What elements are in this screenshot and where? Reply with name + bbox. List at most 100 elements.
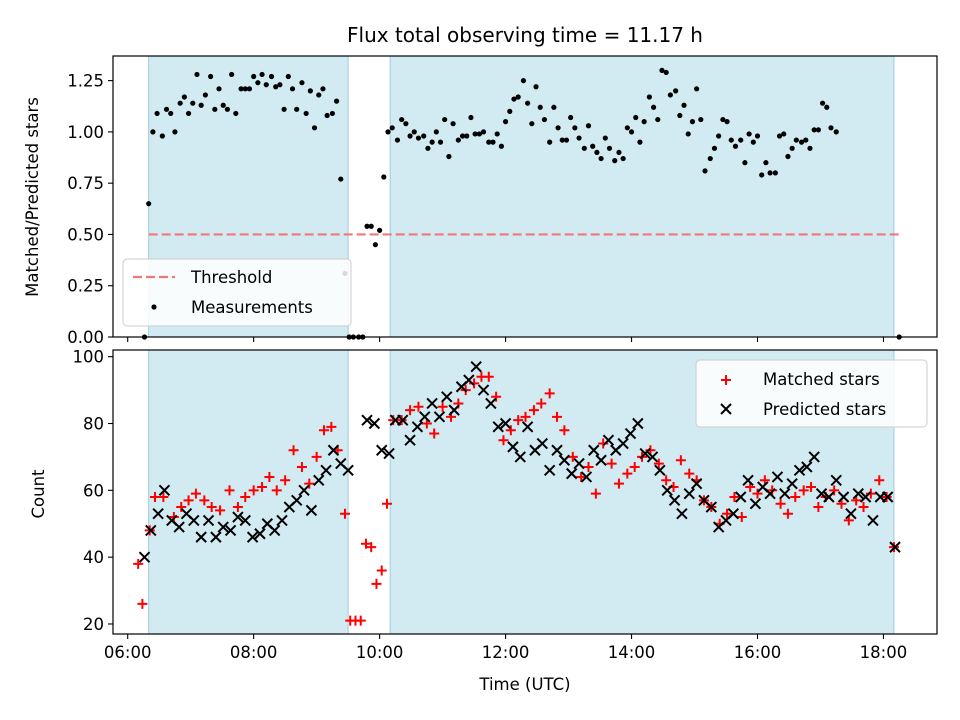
matched-stars-point-0 (133, 558, 144, 569)
predicted-stars-point-56 (558, 454, 571, 466)
matched-stars-point-30 (355, 615, 366, 626)
matched-stars-point-6 (176, 502, 187, 513)
measurements-point-12 (194, 71, 200, 78)
predicted-stars-point-16 (254, 528, 266, 540)
matched-stars-point-97 (858, 502, 869, 513)
predicted-stars-point-100 (881, 491, 894, 503)
matched-stars-point-89 (798, 485, 809, 496)
matched-stars-point-90 (806, 481, 817, 492)
measurements-point-69 (442, 116, 448, 123)
measurements-point-86 (515, 94, 521, 100)
measurements-point-55 (381, 174, 387, 180)
matched-stars-point-23 (311, 451, 322, 462)
measurements-point-105 (598, 155, 604, 162)
measurements-point-65 (425, 145, 431, 151)
measurements-point-51 (364, 223, 370, 229)
measurements-point-74 (464, 133, 470, 139)
predicted-stars-point-23 (305, 504, 318, 517)
measurements-point-18 (220, 102, 226, 108)
predicted-stars-point-1 (145, 524, 157, 537)
predicted-stars-point-94 (837, 491, 850, 503)
measurements-point-35 (294, 106, 300, 112)
matched-stars-point-15 (248, 485, 259, 496)
measurements-point-137 (738, 137, 744, 143)
predicted-stars-point-25 (320, 464, 332, 476)
matched-stars-point-91 (813, 502, 824, 513)
matched-stars-point-60 (576, 471, 587, 482)
measurements-point-128 (698, 116, 704, 123)
measurements-point-1 (146, 201, 152, 207)
measurements-point-99 (572, 125, 578, 131)
measurements-point-63 (415, 135, 422, 141)
measurements-point-113 (633, 114, 639, 121)
predicted-stars-point-60 (588, 444, 600, 456)
predicted-stars-point-10 (210, 531, 222, 543)
predicted-stars-point-26 (327, 444, 340, 456)
measurements-point-9 (181, 94, 187, 100)
matched-stars-point-1 (137, 598, 148, 609)
matched-stars-point-18 (271, 485, 282, 496)
measurements-point-14 (202, 92, 208, 98)
predicted-stars-point-67 (639, 447, 651, 460)
measurements-point-148 (785, 153, 791, 160)
matched-stars-point-51 (505, 425, 516, 436)
predicted-stars-point-18 (268, 524, 281, 537)
matched-stars-point-41 (429, 428, 440, 439)
matched-stars-point-22 (304, 478, 315, 489)
y-tick-label-4: 100 (73, 348, 105, 367)
matched-stars-point-10 (206, 502, 217, 513)
matched-stars-point-83 (752, 488, 763, 499)
plot-frame-1 (112, 349, 938, 635)
measurements-point-104 (594, 149, 600, 156)
matched-stars-point-25 (326, 421, 337, 432)
measurements-point-4 (159, 133, 165, 139)
measurements-point-44 (333, 98, 340, 104)
measurements-point-59 (399, 116, 405, 123)
predicted-stars-point-91 (815, 487, 828, 500)
predicted-stars-point-11 (217, 521, 229, 533)
y-tick-label-1: 0.25 (67, 277, 104, 296)
measurements-point-67 (433, 129, 439, 135)
measurements-point-159 (833, 129, 839, 135)
matched-stars-point-87 (782, 508, 793, 519)
measurements-point-71 (450, 121, 456, 127)
measurements-point-83 (502, 119, 509, 125)
predicted-stars-point-61 (595, 454, 607, 466)
x-tick-label-1: 08:00 (230, 643, 278, 662)
measurements-point-75 (468, 114, 474, 121)
measurements-point-136 (732, 143, 739, 149)
matched-stars-point-88 (790, 492, 801, 503)
ratio-panel: 0.00 0.25 0.50 0.75 1.00 1.25 Threshold Measure… (67, 55, 938, 347)
measurements-point-17 (216, 86, 222, 92)
predicted-stars-point-14 (239, 514, 251, 527)
measurements-point-61 (407, 133, 413, 139)
predicted-stars-point-66 (632, 417, 644, 430)
measurements-point-114 (637, 139, 643, 145)
measurements-point-58 (394, 137, 401, 143)
x-tick-label-5: 16:00 (734, 643, 782, 662)
measurements-point-124 (681, 102, 687, 108)
measurements-point-53 (372, 242, 379, 248)
measurements-point-144 (767, 170, 773, 176)
measurements-point-111 (624, 125, 630, 131)
measurements-point-52 (368, 223, 374, 229)
y-tick-label-4: 1.00 (67, 123, 104, 142)
matched-stars-point-98 (865, 488, 876, 499)
measurements-point-121 (667, 92, 673, 98)
measurements-point-139 (746, 131, 752, 137)
matched-stars-point-27 (339, 508, 350, 519)
plot-frame-0 (112, 55, 938, 338)
matched-stars-point-13 (232, 502, 243, 513)
matched-stars-point-7 (183, 495, 194, 506)
matched-stars-point-46 (469, 378, 480, 389)
matched-stars-point-67 (629, 461, 640, 472)
predicted-stars-point-21 (290, 494, 303, 507)
measurements-point-21 (233, 110, 239, 117)
matched-stars-point-55 (536, 398, 547, 409)
measurements-point-112 (628, 129, 635, 135)
predicted-stars-point-2 (152, 508, 164, 520)
measurements-point-64 (421, 133, 427, 139)
predicted-stars-point-47 (492, 421, 504, 433)
measurements-point-11 (190, 100, 196, 106)
measurements-point-151 (798, 139, 805, 145)
